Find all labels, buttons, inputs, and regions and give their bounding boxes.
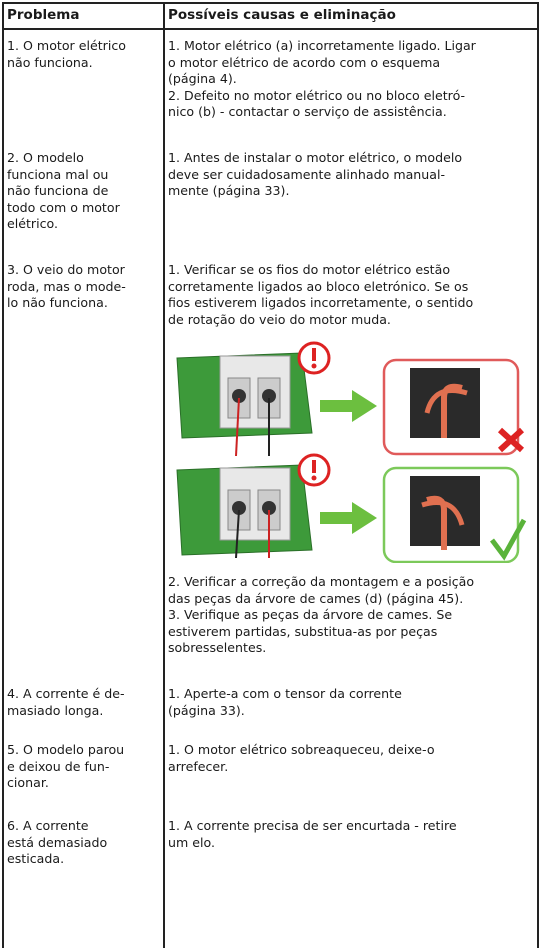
border [2, 2, 539, 4]
cause-text: das peças da árvore de cames (d) (página… [168, 590, 464, 606]
wiring-wrong [176, 341, 525, 457]
problem-text: elétrico. [7, 216, 59, 231]
border [537, 2, 539, 948]
cause-text: fios estiverem ligados incorretamente, o… [168, 295, 474, 310]
cause-text: (página 33). [168, 702, 245, 718]
cause-text: 2. Defeito no motor elétrico ou no bloco… [168, 87, 466, 103]
problem-text: 5. O modelo parou [7, 742, 125, 757]
problem-text: 2. O modelo [7, 150, 84, 165]
problem-text: 4. A corrente é de- [7, 686, 125, 701]
header-cell: Problema [7, 7, 80, 23]
problem-text: e deixou de fun- [7, 758, 110, 774]
problem-text: todo com o motor [7, 199, 120, 215]
problem-text: cionar. [7, 775, 49, 790]
problem-text: não funciona de [7, 183, 109, 198]
problem-text: lo não funciona. [7, 295, 108, 310]
cause-text: deve ser cuidadosamente alinhado manual- [168, 166, 446, 182]
border [163, 2, 165, 948]
cause-text: arrefecer. [168, 758, 229, 774]
cause-text: de rotação do veio do motor muda. [168, 311, 391, 327]
problem-text: esticada. [7, 851, 65, 866]
header-cell: Possíveis causas e eliminação [168, 7, 396, 23]
cause-text: 1. Aperte-a com o tensor da corrente [168, 686, 402, 701]
wiring-correct [176, 453, 527, 563]
cause-text: 1. Motor elétrico (a) incorretamente lig… [168, 38, 476, 53]
problem-text: masiado longa. [7, 702, 104, 718]
problem-text: 6. A corrente [7, 818, 89, 833]
cause-text: 3. Verifique as peças da árvore de cames… [168, 607, 453, 622]
cause-text: estiverem partidas, substitua-as por peç… [168, 623, 438, 639]
problem-text: não funciona. [7, 54, 93, 70]
figure [176, 341, 527, 563]
cause-text: 1. Verificar se os fios do motor elétric… [168, 262, 451, 277]
cause-text: nico (b) - contactar o serviço de assist… [168, 104, 447, 119]
cause-text: o motor elétrico de acordo com o esquema [168, 54, 441, 70]
border [2, 28, 539, 30]
cause-text: 1. O motor elétrico sobreaqueceu, deixe-… [168, 742, 435, 757]
cause-text: corretamente ligados ao bloco eletrónico… [168, 278, 469, 294]
problem-text: funciona mal ou [7, 166, 109, 182]
cause-text: 1. Antes de instalar o motor elétrico, o… [168, 150, 463, 165]
border [2, 2, 4, 948]
cause-text: mente (página 33). [168, 183, 290, 198]
cause-text: 1. A corrente precisa de ser encurtada -… [168, 818, 457, 833]
problem-text: roda, mas o mode- [7, 278, 126, 294]
problem-text: 3. O veio do motor [7, 262, 125, 277]
problem-text: está demasiado [7, 834, 108, 850]
cause-text: sobresselentes. [168, 640, 267, 655]
problem-text: 1. O motor elétrico [7, 38, 126, 53]
cause-text: um elo. [168, 834, 215, 850]
cause-text: 2. Verificar a correção da montagem e a … [168, 574, 475, 589]
cause-text: (página 4). [168, 71, 237, 86]
